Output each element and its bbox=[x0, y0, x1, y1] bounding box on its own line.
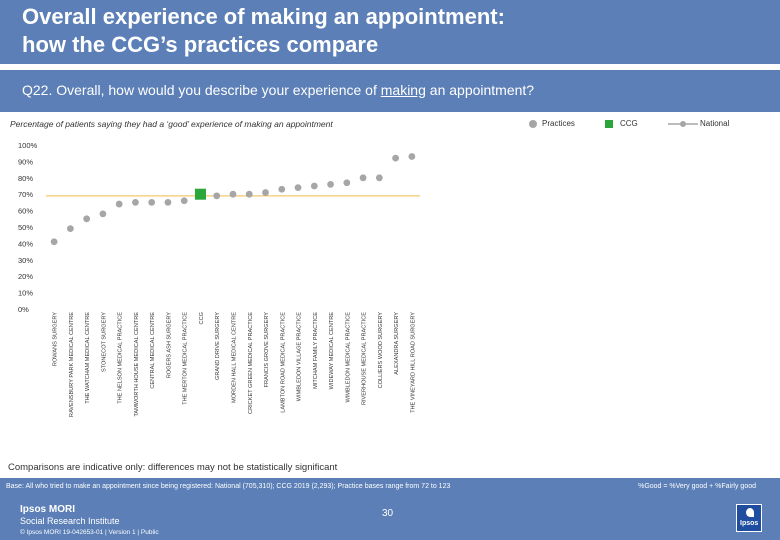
practice-marker bbox=[164, 199, 172, 206]
practice-marker bbox=[50, 238, 58, 246]
category-label: WIMBLEDON MEDICAL PRACTICE bbox=[345, 312, 351, 403]
practice-marker bbox=[115, 200, 123, 208]
practice-marker bbox=[180, 197, 188, 205]
practice-marker bbox=[408, 153, 416, 160]
y-tick-label: 100% bbox=[18, 141, 38, 150]
ipsos-logo-mark-icon bbox=[746, 508, 754, 517]
base-bar: Base: All who tried to make an appointme… bbox=[0, 478, 780, 498]
legend-practices-label: Practices bbox=[542, 119, 575, 128]
brand-subname: Social Research Institute bbox=[20, 516, 120, 526]
y-tick-label: 70% bbox=[18, 190, 33, 199]
chart-legend: Practices CCG National bbox=[0, 118, 780, 130]
category-label: MORDEN HALL MEDICAL CENTRE bbox=[232, 312, 238, 403]
practice-marker bbox=[245, 190, 253, 198]
category-label: THE WATCHAM MEDICAL CENTRE bbox=[85, 312, 91, 404]
category-label: THE MERTON MEDICAL PRACTICE bbox=[183, 312, 189, 405]
category-label: COLLIERS WOOD SURGERY bbox=[378, 312, 384, 389]
y-tick-label: 80% bbox=[18, 174, 33, 183]
practice-marker bbox=[148, 199, 156, 206]
ccg-marker bbox=[194, 188, 206, 200]
footer: Ipsos MORI Social Research Institute © I… bbox=[0, 498, 780, 540]
practice-marker bbox=[99, 210, 107, 218]
category-label: WIMBLEDON VILLAGE PRACTICE bbox=[297, 312, 303, 401]
comparison-note: Comparisons are indicative only: differe… bbox=[8, 462, 338, 473]
legend-national-line-icon bbox=[668, 121, 698, 127]
chart-subtitle: Percentage of patients saying they had a… bbox=[10, 119, 333, 129]
title-banner: Overall experience of making an appointm… bbox=[0, 0, 780, 64]
category-label: ALEXANDRA SURGERY bbox=[394, 312, 400, 375]
practice-marker bbox=[359, 174, 367, 182]
legend-ccg-marker-icon bbox=[605, 120, 613, 128]
legend-ccg-label: CCG bbox=[620, 119, 638, 128]
category-label: GRAND DRIVE SURGERY bbox=[215, 312, 221, 380]
base-text: Base: All who tried to make an appointme… bbox=[6, 483, 451, 490]
question-banner: Q22. Overall, how would you describe you… bbox=[0, 70, 780, 112]
question-prefix: Q22. Overall, how would you describe you… bbox=[22, 82, 381, 98]
category-label: WIDEWAY MEDICAL CENTRE bbox=[329, 312, 335, 390]
category-label: RAVENSBURY PARK MEDICAL CENTRE bbox=[69, 312, 75, 417]
ipsos-logo-text: Ipsos bbox=[740, 520, 759, 527]
ipsos-logo: Ipsos bbox=[736, 504, 762, 532]
category-label: THE NELSON MEDICAL PRACTICE bbox=[118, 312, 124, 404]
category-label: CCG bbox=[199, 312, 205, 324]
question-underlined: making bbox=[380, 82, 426, 98]
legend-national-label: National bbox=[700, 119, 730, 128]
practice-marker bbox=[83, 215, 91, 223]
y-tick-label: 90% bbox=[18, 157, 33, 166]
practice-marker bbox=[294, 184, 302, 192]
legend-practice-marker-icon bbox=[529, 120, 537, 128]
y-tick-label: 10% bbox=[18, 289, 33, 298]
page-title-line-1: Overall experience of making an appointm… bbox=[22, 4, 505, 29]
page-title-line-2: how the CCG’s practices compare bbox=[22, 32, 379, 57]
practice-marker bbox=[310, 182, 318, 190]
category-label: CRICKET GREEN MEDICAL PRACTICE bbox=[248, 312, 254, 414]
practice-marker bbox=[132, 199, 139, 206]
category-label: LAMBTON ROAD MEDICAL PRACTICE bbox=[280, 312, 286, 413]
brand-name: Ipsos MORI bbox=[20, 504, 76, 515]
question-suffix: an appointment? bbox=[425, 82, 535, 98]
category-label: TAMWORTH HOUSE MEDICAL CENTRE bbox=[134, 312, 140, 417]
practice-marker bbox=[343, 179, 351, 187]
y-tick-label: 50% bbox=[18, 223, 33, 232]
category-label: STONECOT SURGERY bbox=[101, 312, 107, 372]
practice-marker bbox=[392, 154, 400, 162]
practice-marker bbox=[66, 225, 74, 233]
y-tick-label: 30% bbox=[18, 256, 33, 265]
y-tick-label: 40% bbox=[18, 239, 33, 248]
category-label: ROGERS ASH SURGERY bbox=[166, 312, 172, 378]
legal-text: © Ipsos MORI 19-042653-01 | Version 1 | … bbox=[20, 529, 159, 536]
practice-marker bbox=[262, 189, 269, 196]
y-tick-label: 60% bbox=[18, 207, 33, 216]
practice-marker bbox=[327, 180, 334, 188]
y-tick-label: 0% bbox=[18, 305, 29, 314]
practice-marker bbox=[278, 185, 286, 193]
practice-comparison-chart: 0% 10% 20% 30% 40% 50% 60% 70% 80% 90% 100% ROWANS … bbox=[18, 141, 420, 417]
practice-marker bbox=[229, 190, 237, 198]
y-tick-label: 20% bbox=[18, 272, 33, 281]
category-label: FRANCIS GROVE SURGERY bbox=[264, 312, 270, 388]
category-label: THE VINEYARD HILL ROAD SURGERY bbox=[410, 312, 416, 413]
category-label: ROWANS SURGERY bbox=[53, 312, 59, 366]
category-label: MITCHAM FAMILY PRACTICE bbox=[313, 312, 319, 389]
question-text: Q22. Overall, how would you describe you… bbox=[22, 82, 534, 98]
practice-marker bbox=[213, 192, 221, 200]
practice-marker bbox=[375, 174, 383, 182]
page-number: 30 bbox=[382, 508, 394, 519]
good-definition: %Good = %Very good + %Fairly good bbox=[638, 483, 756, 490]
category-label: CENTRAL MEDICAL CENTRE bbox=[150, 312, 156, 389]
category-label: RIVERHOUSE MEDICAL PRACTICE bbox=[362, 312, 368, 405]
